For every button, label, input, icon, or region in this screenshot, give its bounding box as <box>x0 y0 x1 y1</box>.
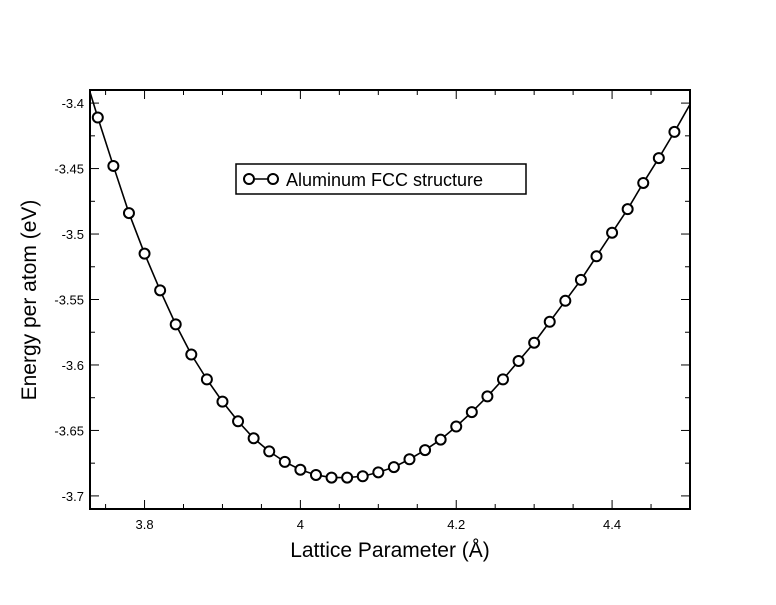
data-point <box>122 207 135 220</box>
data-point <box>419 444 432 457</box>
data-point <box>574 273 587 286</box>
legend-marker-left <box>243 173 255 185</box>
data-point <box>185 348 198 361</box>
data-point <box>278 455 291 468</box>
data-point <box>512 355 525 368</box>
data-point <box>138 247 151 260</box>
data-point <box>465 406 478 419</box>
data-point <box>107 159 120 172</box>
x-tick-label: 4.2 <box>447 517 465 532</box>
y-tick-label: -3.65 <box>54 423 84 438</box>
y-tick-label: -3.45 <box>54 162 84 177</box>
y-tick-label: -3.7 <box>62 489 84 504</box>
data-point <box>263 445 276 458</box>
data-point <box>637 176 650 189</box>
data-point <box>403 453 416 466</box>
data-point <box>606 226 619 239</box>
data-point <box>200 373 213 386</box>
data-point <box>154 284 167 297</box>
data-point <box>481 390 494 403</box>
legend-marker-right <box>267 173 279 185</box>
series-line <box>90 91 690 479</box>
data-point <box>434 433 447 446</box>
data-point <box>341 471 354 484</box>
legend-box <box>235 163 527 195</box>
y-axis-label: Energy per atom (eV) <box>18 200 41 401</box>
plot-frame <box>89 89 691 510</box>
legend: Aluminum FCC structure <box>235 163 527 195</box>
data-point <box>247 432 260 445</box>
y-tick-label: -3.6 <box>62 358 84 373</box>
data-point <box>621 203 634 216</box>
data-point <box>294 463 307 476</box>
data-point <box>668 125 681 138</box>
data-point <box>496 373 509 386</box>
data-point <box>232 415 245 428</box>
legend-label: Aluminum FCC structure <box>286 170 483 190</box>
data-point <box>356 470 369 483</box>
data-point <box>528 336 541 349</box>
data-point <box>325 471 338 484</box>
data-point <box>543 315 556 328</box>
x-axis-label: Lattice Parameter (Å) <box>290 539 490 562</box>
data-point <box>309 468 322 481</box>
x-tick-label: 4 <box>297 517 304 532</box>
data-point <box>450 420 463 433</box>
series-layer <box>90 91 690 484</box>
data-point <box>652 152 665 165</box>
y-tick-label: -3.5 <box>62 227 84 242</box>
axes: 3.8 4 4.2 4.4 -3.4 -3.45 -3.5 -3.55 -3.6 -3.65 -3.… <box>54 89 691 532</box>
data-point <box>169 318 182 331</box>
series-group <box>90 91 690 484</box>
data-point <box>91 111 104 124</box>
x-tick-label: 3.8 <box>136 517 154 532</box>
data-point <box>559 294 572 307</box>
data-point <box>372 466 385 479</box>
data-point <box>216 395 229 408</box>
y-tick-label: -3.55 <box>54 293 84 308</box>
data-point <box>590 250 603 263</box>
y-tick-label: -3.4 <box>62 96 84 111</box>
data-point <box>387 461 400 474</box>
x-tick-label: 4.4 <box>603 517 621 532</box>
